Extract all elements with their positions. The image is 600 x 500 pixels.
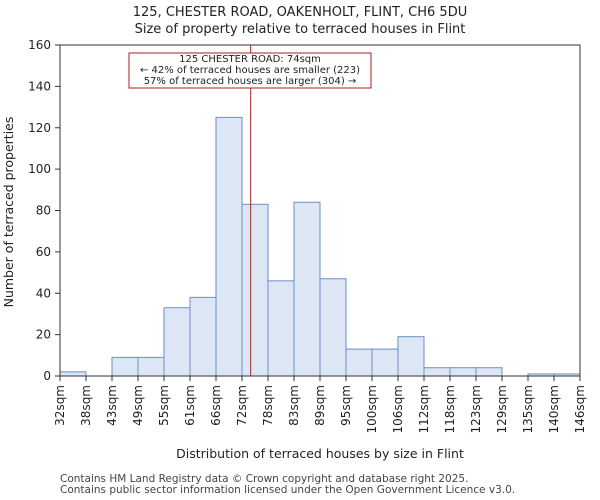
x-tick-label: 135sqm (521, 385, 535, 433)
bar-66sqm (215, 116, 243, 377)
plot-frame (59, 44, 581, 377)
x-tick-label: 43sqm (105, 385, 119, 426)
y-tick-label: 40 (36, 286, 51, 300)
x-tick-label: 32sqm (53, 385, 67, 426)
x-tick-label: 89sqm (313, 385, 327, 426)
y-tick-label: 160 (28, 38, 51, 52)
y-tick-label: 80 (36, 204, 51, 218)
bar-72sqm (241, 203, 269, 377)
y-tick-label: 0 (43, 369, 51, 383)
x-tick-label: 72sqm (235, 385, 249, 426)
y-ticks: 0 20 40 60 80 100 120 140 160 (28, 38, 60, 383)
bar-89sqm (319, 278, 347, 377)
bar-55sqm (163, 307, 191, 377)
annotation-box (128, 52, 372, 89)
x-tick-label: 146sqm (573, 385, 587, 433)
x-tick-label: 61sqm (183, 385, 197, 426)
x-tick-label: 118sqm (443, 385, 457, 433)
annotation-line-3: 57% of terraced houses are larger (304) … (144, 76, 357, 87)
x-tick-label: 123sqm (469, 385, 483, 433)
bar-118sqm (449, 367, 477, 377)
y-tick-label: 120 (28, 121, 51, 135)
x-tick-label: 100sqm (365, 385, 379, 433)
y-tick-label: 140 (28, 79, 51, 93)
bar-83sqm (293, 201, 321, 377)
bars-group (59, 116, 581, 377)
x-tick-label: 106sqm (391, 385, 405, 433)
footer-line-1: Contains HM Land Registry data © Crown c… (60, 473, 469, 485)
x-ticks: 32sqm 38sqm 43sqm 49sqm 55sqm 61sqm 66sqm 72sqm… (53, 376, 587, 433)
x-tick-label: 129sqm (495, 385, 509, 433)
bar-100sqm (371, 348, 399, 377)
chart-title: 125, CHESTER ROAD, OAKENHOLT, FLINT, CH6… (133, 5, 467, 20)
bar-49sqm (137, 356, 165, 377)
y-tick-label: 20 (36, 328, 51, 342)
annotation-line-1: 125 CHESTER ROAD: 74sqm (179, 54, 321, 65)
bar-95sqm (345, 348, 373, 377)
chart-subtitle: Size of property relative to terraced ho… (135, 22, 466, 37)
x-tick-label: 140sqm (547, 385, 561, 433)
x-tick-label: 55sqm (157, 385, 171, 426)
x-tick-label: 83sqm (287, 385, 301, 426)
bar-112sqm (423, 367, 451, 377)
y-axis-label: Number of terraced properties (1, 117, 16, 308)
x-tick-label: 112sqm (417, 385, 431, 433)
x-tick-label: 95sqm (339, 385, 353, 426)
bar-43sqm (111, 356, 139, 377)
x-tick-label: 38sqm (79, 385, 93, 426)
annotation-line-2: ← 42% of terraced houses are smaller (22… (140, 65, 360, 76)
y-tick-label: 60 (36, 245, 51, 259)
bar-32sqm (59, 371, 87, 377)
bar-123sqm (475, 367, 503, 377)
x-axis-label: Distribution of terraced houses by size … (176, 446, 464, 461)
y-tick-label: 100 (28, 162, 51, 176)
x-tick-label: 66sqm (209, 385, 223, 426)
x-tick-label: 49sqm (131, 385, 145, 426)
bar-78sqm (267, 280, 295, 377)
x-tick-label: 78sqm (261, 385, 275, 426)
bar-106sqm (397, 336, 425, 377)
footer-line-2: Contains public sector information licen… (60, 484, 516, 496)
bar-61sqm (189, 296, 217, 377)
